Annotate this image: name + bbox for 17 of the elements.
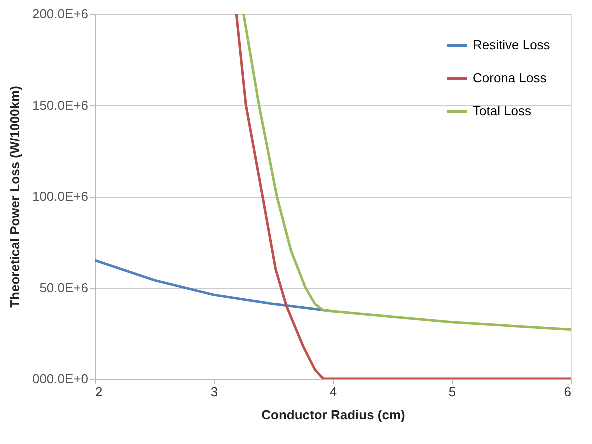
x-axis-title: Conductor Radius (cm) [262,408,406,422]
y-tick-label: 000.0E+0 [32,372,88,386]
line-series [242,14,571,331]
legend-label: Resitive Loss [473,38,551,52]
y-tick-label: 50.0E+6 [40,280,88,296]
y-axis-title: Theoretical Power Loss (W/1000km) [7,86,22,308]
y-tick-label: 100.0E+6 [32,189,88,204]
y-tick-label: 200.0E+6 [32,6,88,22]
x-tick-label: 3 [210,384,218,400]
legend-label: Total Loss [473,104,532,118]
x-tick-label: 4 [330,384,338,400]
x-tick-label: 5 [448,384,456,400]
line-series [235,14,571,379]
x-tick-label: 6 [564,384,572,400]
legend-label: Corona Loss [473,70,548,86]
y-tick-label: 150.0E+6 [32,98,88,113]
x-tick-label: 2 [96,384,103,400]
